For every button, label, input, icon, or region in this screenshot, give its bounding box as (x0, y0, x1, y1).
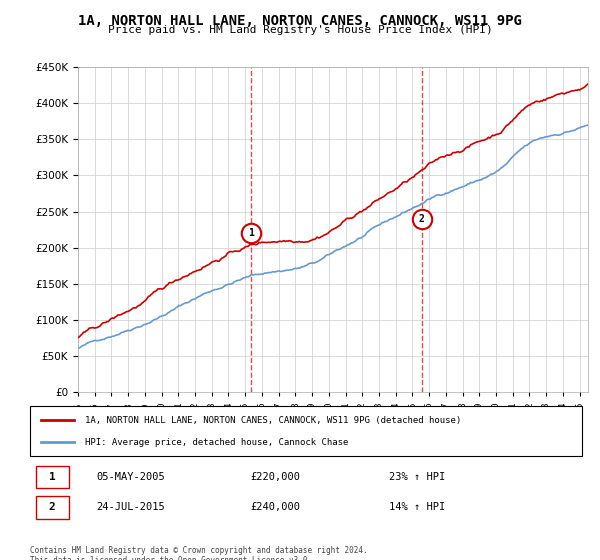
Text: HPI: Average price, detached house, Cannock Chase: HPI: Average price, detached house, Cann… (85, 438, 349, 447)
Text: Contains HM Land Registry data © Crown copyright and database right 2024.
This d: Contains HM Land Registry data © Crown c… (30, 546, 368, 560)
FancyBboxPatch shape (30, 406, 582, 456)
Text: 23% ↑ HPI: 23% ↑ HPI (389, 472, 445, 482)
Text: 05-MAY-2005: 05-MAY-2005 (96, 472, 165, 482)
Text: 1: 1 (49, 472, 55, 482)
Text: 24-JUL-2015: 24-JUL-2015 (96, 502, 165, 512)
Text: 2: 2 (49, 502, 55, 512)
Text: 14% ↑ HPI: 14% ↑ HPI (389, 502, 445, 512)
Text: 1: 1 (248, 228, 254, 238)
Text: £240,000: £240,000 (251, 502, 301, 512)
Text: £220,000: £220,000 (251, 472, 301, 482)
FancyBboxPatch shape (35, 496, 68, 519)
Text: 1A, NORTON HALL LANE, NORTON CANES, CANNOCK, WS11 9PG: 1A, NORTON HALL LANE, NORTON CANES, CANN… (78, 14, 522, 28)
Text: 1A, NORTON HALL LANE, NORTON CANES, CANNOCK, WS11 9PG (detached house): 1A, NORTON HALL LANE, NORTON CANES, CANN… (85, 416, 461, 424)
Text: Price paid vs. HM Land Registry's House Price Index (HPI): Price paid vs. HM Land Registry's House … (107, 25, 493, 35)
Text: 2: 2 (419, 214, 425, 224)
FancyBboxPatch shape (35, 466, 68, 488)
